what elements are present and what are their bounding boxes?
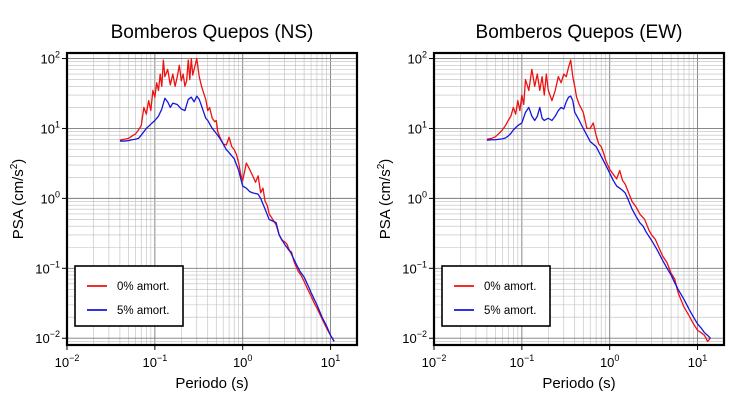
- x-tick-label: 100: [233, 353, 252, 370]
- legend: 0% amort. 5% amort.: [441, 265, 551, 327]
- x-tick-label: 101: [321, 353, 340, 370]
- y-tick-label: 100: [408, 189, 427, 206]
- y-tick-label: 10−2: [402, 329, 427, 346]
- x-axis-label: Periodo (s): [175, 375, 248, 392]
- x-tick-label: 100: [600, 353, 619, 370]
- legend-label: 5% amort.: [484, 305, 536, 317]
- chart-title: Bomberos Quepos (NS): [111, 22, 314, 43]
- legend-label: 0% amort.: [117, 281, 169, 293]
- panel-ns: 10−2 10−1 100 101 10−2 10−1 100 101 102 Bomberos …: [9, 22, 359, 392]
- x-tick-label: 101: [688, 353, 707, 370]
- legend-box: [441, 265, 551, 327]
- y-tick-label: 100: [41, 189, 60, 206]
- y-tick-label: 10−1: [402, 259, 427, 276]
- series-line-5pct: [119, 95, 335, 342]
- legend-box: [74, 265, 184, 327]
- plot-frame: [432, 51, 726, 347]
- series-line-0pct: [119, 57, 335, 342]
- y-axis-label: PSA (cm/s2): [376, 159, 394, 240]
- legend-label: 5% amort.: [117, 305, 169, 317]
- x-tick-label: 10−1: [142, 353, 167, 370]
- y-tick-label: 10−2: [35, 329, 60, 346]
- x-tick-label: 10−2: [55, 353, 80, 370]
- y-tick-label: 10−1: [35, 259, 60, 276]
- x-tick-label: 10−1: [509, 353, 534, 370]
- series-line-0pct: [486, 59, 711, 343]
- grid: [433, 53, 725, 346]
- y-tick-label: 102: [41, 50, 60, 67]
- legend: 0% amort. 5% amort.: [74, 265, 184, 327]
- x-axis-label: Periodo (s): [542, 375, 615, 392]
- chart-title: Bomberos Quepos (EW): [476, 22, 683, 43]
- x-tick-label: 10−2: [422, 353, 447, 370]
- legend-label: 0% amort.: [484, 281, 536, 293]
- y-tick-label: 102: [408, 50, 427, 67]
- y-axis-label: PSA (cm/s2): [9, 159, 27, 240]
- series-line-5pct: [486, 95, 711, 339]
- y-tick-label: 101: [41, 119, 60, 136]
- y-tick-label: 101: [408, 119, 427, 136]
- plot-frame: [65, 51, 359, 347]
- panel-ew: 10−2 10−1 100 101 10−2 10−1 100 101 102 Bomberos …: [376, 22, 726, 392]
